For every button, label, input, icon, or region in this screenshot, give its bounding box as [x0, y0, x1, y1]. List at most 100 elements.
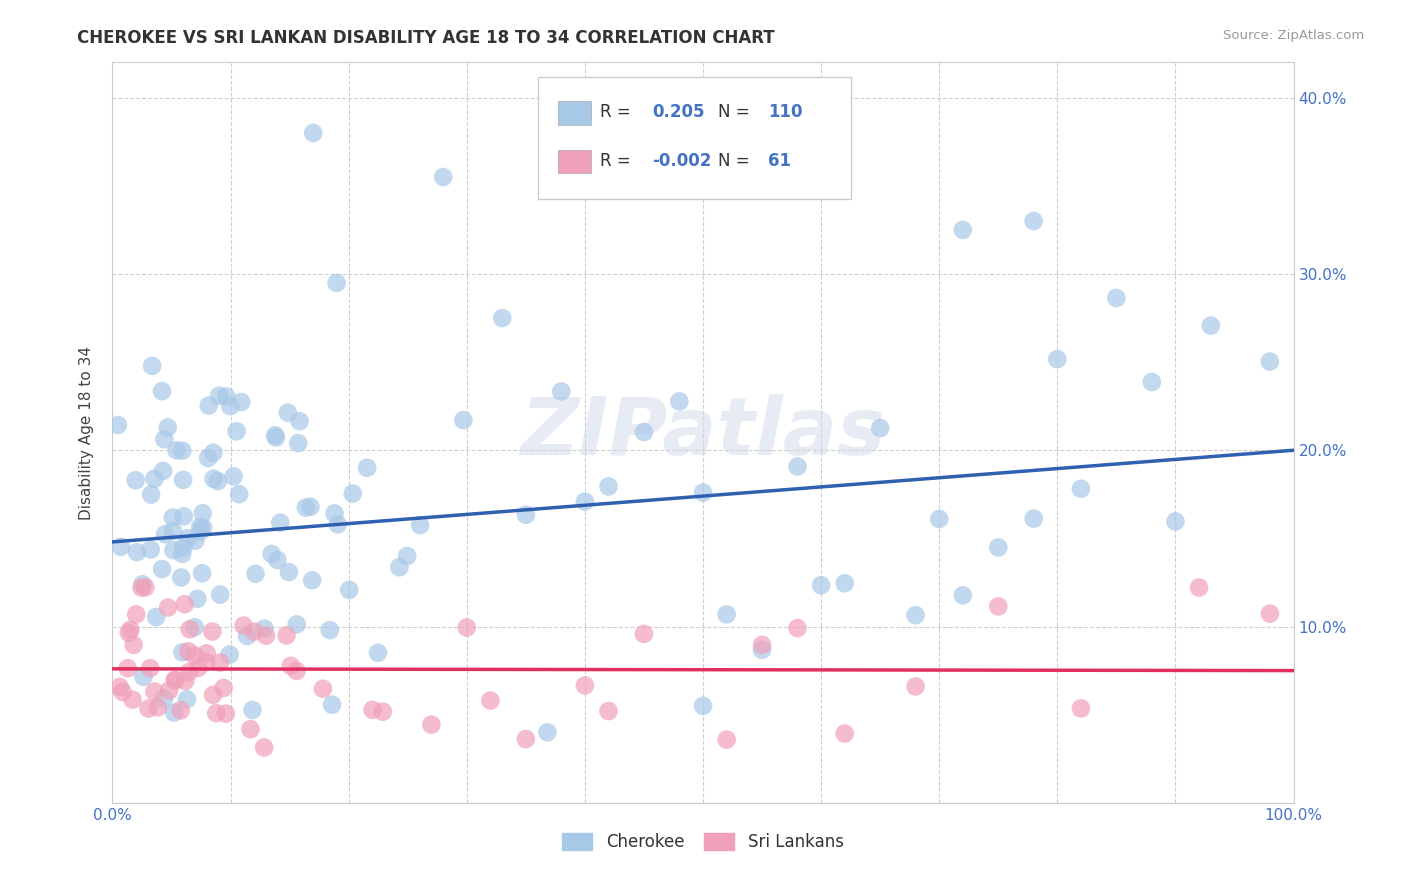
Point — [515, 732, 537, 747]
Point — [574, 678, 596, 692]
Point — [156, 420, 179, 434]
Point — [325, 276, 347, 290]
Point — [111, 685, 134, 699]
Point — [253, 622, 276, 636]
Text: N =: N = — [718, 103, 749, 121]
Point — [162, 543, 184, 558]
Point — [172, 547, 194, 561]
Point — [222, 469, 245, 483]
Point — [162, 510, 184, 524]
Point — [201, 624, 224, 639]
Point — [285, 617, 308, 632]
Point — [193, 521, 215, 535]
Point — [668, 394, 690, 409]
Point — [276, 628, 298, 642]
Point — [172, 645, 194, 659]
Point — [786, 621, 808, 635]
Point — [125, 473, 148, 487]
Point — [107, 417, 129, 432]
Point — [190, 524, 212, 539]
Text: N =: N = — [718, 152, 749, 169]
Point — [208, 389, 231, 403]
Point — [295, 500, 318, 515]
Point — [321, 698, 343, 712]
Point — [176, 692, 198, 706]
Y-axis label: Disability Age 18 to 34: Disability Age 18 to 34 — [79, 345, 94, 520]
Point — [319, 623, 342, 637]
Point — [188, 520, 211, 534]
Point — [312, 681, 335, 696]
Point — [396, 549, 419, 563]
Point — [150, 384, 173, 399]
Point — [810, 578, 832, 592]
Point — [1022, 214, 1045, 228]
Point — [1164, 515, 1187, 529]
Point — [491, 311, 513, 326]
Point — [456, 621, 478, 635]
Point — [138, 701, 160, 715]
Point — [1070, 701, 1092, 715]
Point — [209, 588, 232, 602]
Point — [1140, 375, 1163, 389]
Point — [228, 487, 250, 501]
Point — [326, 517, 349, 532]
Point — [432, 169, 454, 184]
Point — [453, 413, 475, 427]
Point — [409, 518, 432, 533]
FancyBboxPatch shape — [558, 101, 591, 125]
Point — [191, 506, 214, 520]
Point — [515, 508, 537, 522]
Point — [195, 646, 218, 660]
Point — [264, 430, 287, 444]
Point — [361, 703, 384, 717]
Point — [209, 656, 232, 670]
Point — [134, 580, 156, 594]
Text: 61: 61 — [768, 152, 792, 169]
Point — [132, 670, 155, 684]
Point — [692, 485, 714, 500]
Point — [479, 693, 502, 707]
Point — [280, 658, 302, 673]
Point — [218, 648, 240, 662]
Point — [269, 516, 291, 530]
Point — [751, 638, 773, 652]
Point — [786, 459, 808, 474]
Point — [157, 683, 180, 698]
Point — [184, 648, 207, 663]
Point — [153, 527, 176, 541]
Point — [288, 414, 311, 428]
Point — [987, 541, 1010, 555]
Point — [287, 436, 309, 450]
Point — [179, 623, 201, 637]
Text: R =: R = — [600, 103, 631, 121]
Point — [163, 673, 186, 687]
Point — [156, 600, 179, 615]
Point — [207, 474, 229, 488]
Point — [172, 473, 194, 487]
Point — [215, 706, 238, 721]
Point — [337, 582, 360, 597]
Point — [904, 680, 927, 694]
Point — [179, 665, 201, 679]
Point — [110, 540, 132, 554]
Point — [388, 560, 411, 574]
Point — [131, 581, 153, 595]
Point — [987, 599, 1010, 614]
Point — [952, 223, 974, 237]
Point — [177, 644, 200, 658]
Point — [285, 664, 308, 678]
Point — [172, 443, 194, 458]
Point — [243, 624, 266, 639]
Point — [751, 643, 773, 657]
Point — [253, 740, 276, 755]
Point — [202, 688, 225, 702]
Point — [225, 425, 247, 439]
Point — [236, 629, 259, 643]
Point — [232, 618, 254, 632]
Point — [153, 691, 176, 706]
Text: CHEROKEE VS SRI LANKAN DISABILITY AGE 18 TO 34 CORRELATION CHART: CHEROKEE VS SRI LANKAN DISABILITY AGE 18… — [77, 29, 775, 46]
FancyBboxPatch shape — [558, 150, 591, 173]
Point — [202, 472, 225, 486]
Point — [371, 705, 394, 719]
Point — [173, 509, 195, 524]
